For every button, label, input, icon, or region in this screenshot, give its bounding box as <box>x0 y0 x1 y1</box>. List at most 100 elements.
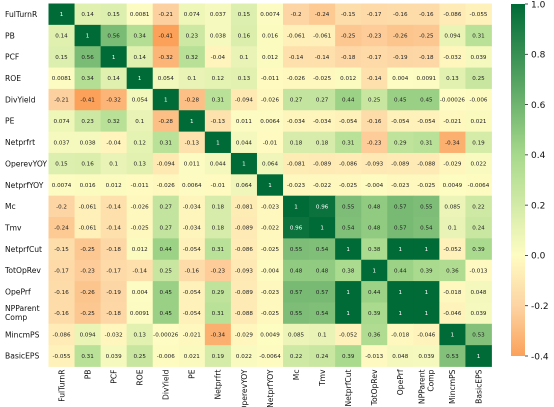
cell-value-label: 0.45 <box>420 98 433 104</box>
heatmap-cell <box>126 345 154 367</box>
row-label: PCF <box>5 53 19 62</box>
heatmap-cell <box>230 323 258 346</box>
colorbar: -0.4 -0.2 0.0 0.2 0.4 0.6 0.8 1.0 <box>511 0 549 362</box>
cell-value-label: -0.26 <box>80 290 95 296</box>
cell-value-label: -0.16 <box>54 290 69 296</box>
cell-value-label: 0.15 <box>238 12 251 18</box>
cell-value-label: 0.1 <box>448 226 457 232</box>
cell-value-label: -0.026 <box>157 183 175 189</box>
heatmap-cell <box>256 345 284 367</box>
row-label: OpePrf <box>5 288 31 297</box>
heatmap-cell <box>48 24 75 47</box>
heatmap-cell <box>361 281 388 303</box>
heatmap-cell <box>361 3 388 26</box>
svg-text:NetprfCut: NetprfCut <box>344 369 353 406</box>
heatmap-cell <box>256 323 284 346</box>
cell-value-label: 0.57 <box>316 290 329 296</box>
heatmap-cell <box>465 281 492 303</box>
heatmap-cell <box>178 345 206 367</box>
svg-text:PCF: PCF <box>109 370 118 384</box>
cell-value-label: 0.24 <box>316 354 329 360</box>
cell-value-label: -0.052 <box>339 332 357 338</box>
cell-value-label: 0.074 <box>54 119 70 125</box>
cell-value-label: 1 <box>399 290 403 296</box>
heatmap-cell <box>230 24 258 47</box>
cell-value-label: 1 <box>112 55 116 61</box>
colorbar-tick-label: 0.8 <box>531 51 546 61</box>
cell-value-label: 0.14 <box>107 76 120 82</box>
cell-value-label: 0.021 <box>470 119 486 125</box>
cell-value-label: -0.2 <box>56 204 67 210</box>
cell-value-label: -0.14 <box>315 55 330 61</box>
heatmap-cell <box>204 110 232 133</box>
heatmap-cell <box>178 323 206 346</box>
heatmap-cell <box>309 345 336 367</box>
heatmap-cell <box>439 302 466 325</box>
cell-value-label: 0.004 <box>132 290 148 296</box>
heatmap-cell <box>283 302 310 325</box>
cell-value-label: -0.089 <box>235 290 253 296</box>
heatmap-cell <box>309 323 336 346</box>
heatmap-cell <box>48 110 75 133</box>
heatmap-cell <box>465 88 492 111</box>
cell-value-label: 0.0081 <box>52 76 72 82</box>
svg-text:OperevYOY: OperevYOY <box>240 369 249 407</box>
cell-value-label: 0.48 <box>368 204 381 210</box>
cell-value-label: 0.25 <box>160 268 173 274</box>
cell-value-label: -0.061 <box>287 34 305 40</box>
cell-value-label: 0.22 <box>472 204 484 210</box>
heatmap-cell <box>74 302 102 325</box>
cell-value-label: -0.034 <box>313 119 331 125</box>
svg-text:NPParentComp: NPParentComp <box>417 369 435 404</box>
heatmap-cell <box>413 217 440 239</box>
heatmap-cell <box>465 152 492 175</box>
cell-value-label: -0.16 <box>185 268 200 274</box>
heatmap-cell <box>465 3 492 26</box>
cell-value-label: 0.25 <box>133 354 146 360</box>
cell-value-label: -0.34 <box>445 140 460 146</box>
cell-value-label: -0.04 <box>211 55 226 61</box>
heatmap-cell <box>361 67 388 90</box>
cell-value-label: -0.026 <box>287 76 305 82</box>
heatmap-cell <box>439 195 466 218</box>
cell-value-label: 0.044 <box>236 140 252 146</box>
cell-value-label: -0.023 <box>391 183 409 189</box>
cell-value-label: 0.0081 <box>130 12 150 18</box>
column-label: PE <box>188 369 197 379</box>
svg-text:PB: PB <box>83 370 92 380</box>
cell-value-label: 0.45 <box>394 98 407 104</box>
heatmap-cell <box>178 195 206 218</box>
cell-value-label: 0.27 <box>160 226 173 232</box>
column-label: MincmPS <box>448 369 457 404</box>
cell-value-label: 0.1 <box>109 162 118 168</box>
heatmap-cell <box>439 217 466 239</box>
heatmap-cell <box>48 281 75 303</box>
cell-value-label: -0.14 <box>106 226 121 232</box>
cell-value-label: -0.28 <box>185 98 200 104</box>
cell-value-label: -0.16 <box>54 311 69 317</box>
heatmap-cell <box>230 152 258 175</box>
cell-value-label: -0.089 <box>391 162 409 168</box>
heatmap-cell <box>204 323 232 346</box>
heatmap-cell <box>283 24 310 47</box>
heatmap-cell <box>335 174 362 197</box>
heatmap-cell <box>439 281 466 303</box>
cell-value-label: -0.17 <box>54 268 69 274</box>
heatmap-cell <box>230 195 258 218</box>
cell-value-label: 0.57 <box>290 290 303 296</box>
cell-value-label: 0.19 <box>212 354 225 360</box>
heatmap-cell <box>48 152 75 175</box>
row-label: Netprfrt <box>5 138 35 147</box>
heatmap-cell <box>256 24 284 47</box>
heatmap-cell <box>283 152 310 175</box>
heatmap-cell <box>335 345 362 367</box>
heatmap-cell <box>178 152 206 175</box>
heatmap-cell <box>413 24 440 47</box>
heatmap-cell <box>126 281 154 303</box>
heatmap-cell <box>465 174 492 197</box>
heatmap-cell <box>74 152 102 175</box>
heatmap-cell <box>74 323 102 346</box>
heatmap-cell <box>204 152 232 175</box>
heatmap-cell <box>256 88 284 111</box>
heatmap-cell <box>204 217 232 239</box>
